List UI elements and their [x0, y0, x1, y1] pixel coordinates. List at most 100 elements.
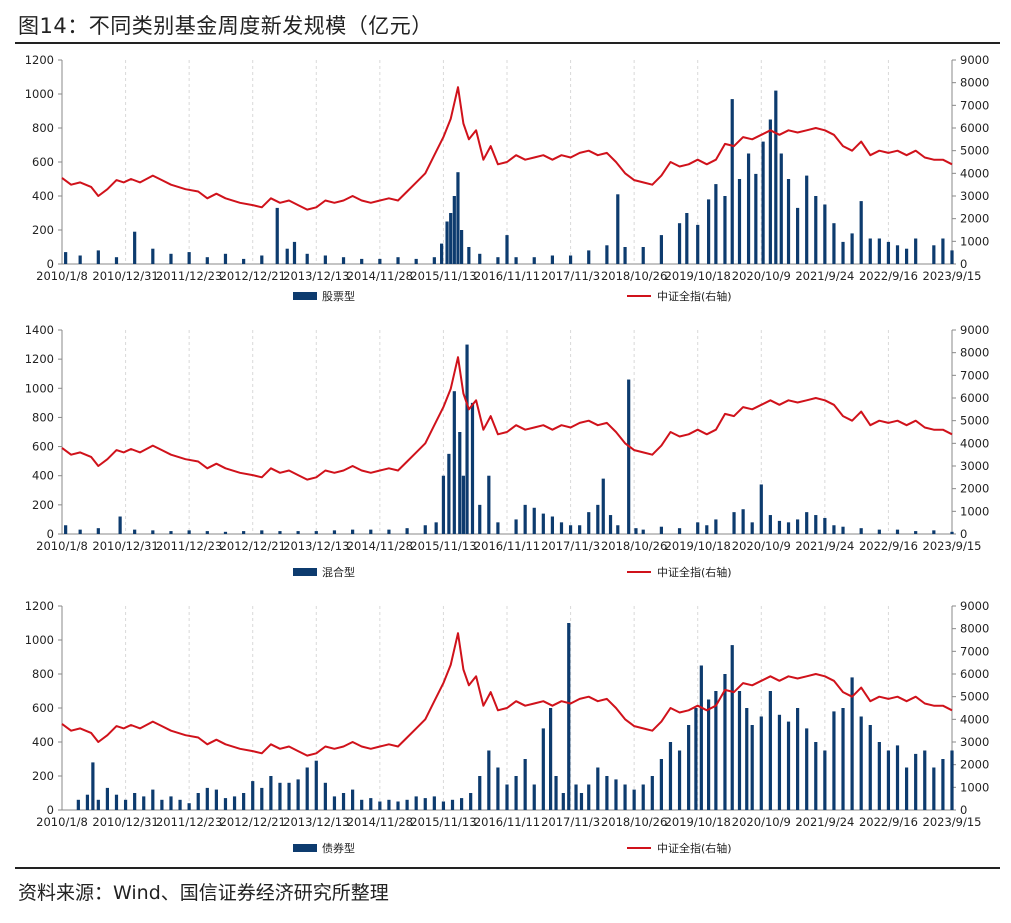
right-axis-tick-label: 9000 — [960, 53, 989, 67]
bar — [601, 478, 605, 534]
bar — [332, 796, 337, 810]
x-tick-label: 2012/12/21 — [220, 269, 286, 283]
bar — [841, 241, 845, 264]
bar — [467, 247, 471, 264]
left-axis-tick-label: 600 — [32, 155, 54, 169]
x-tick-label: 2018/10/26 — [601, 269, 667, 283]
right-axis-tick-label: 1000 — [960, 234, 989, 248]
bar — [677, 528, 682, 534]
bar — [714, 519, 718, 534]
bar — [114, 257, 119, 264]
bar — [196, 793, 200, 810]
bar — [523, 504, 527, 534]
right-axis-tick-label: 3000 — [960, 735, 989, 749]
x-tick-label: 2014/11/28 — [347, 269, 413, 283]
bar — [387, 529, 391, 534]
bar — [341, 793, 346, 810]
bar — [561, 793, 565, 810]
bar — [614, 779, 618, 810]
bar — [242, 531, 246, 534]
right-axis-tick-label: 4000 — [960, 436, 989, 450]
x-tick-label: 2016/11/11 — [474, 269, 540, 283]
bar — [559, 522, 564, 534]
right-axis-tick-label: 7000 — [960, 644, 989, 658]
bar — [634, 528, 638, 534]
bar — [449, 213, 453, 264]
bar — [478, 253, 482, 264]
bar — [205, 257, 209, 264]
bar — [737, 691, 742, 810]
right-axis-tick-label: 0 — [960, 527, 967, 541]
bar — [414, 258, 418, 264]
bar — [96, 250, 100, 264]
bar — [432, 796, 436, 810]
bar — [904, 248, 909, 264]
left-axis-tick-label: 0 — [47, 803, 54, 817]
x-tick-label: 2020/10/9 — [732, 815, 791, 829]
x-tick-label: 2011/12/23 — [156, 815, 222, 829]
source-note: 资料来源：Wind、国信证券经济研究所整理 — [18, 882, 389, 904]
bar — [730, 99, 734, 264]
bar — [923, 750, 927, 810]
bar — [550, 255, 555, 264]
bar — [761, 141, 765, 264]
bar — [532, 784, 536, 810]
bar — [142, 796, 146, 810]
bar — [605, 776, 609, 810]
bar — [514, 776, 518, 810]
x-tick-label: 2014/11/28 — [347, 815, 413, 829]
bar — [768, 119, 772, 264]
bar — [541, 728, 545, 810]
x-tick-label: 2015/11/13 — [410, 815, 476, 829]
bar — [796, 708, 800, 810]
right-axis-tick-label: 6000 — [960, 391, 989, 405]
bar — [514, 519, 518, 534]
bar — [859, 201, 863, 264]
bar — [737, 179, 742, 264]
bar — [458, 432, 462, 534]
bar — [687, 725, 691, 810]
bar — [323, 255, 327, 264]
x-tick-label: 2010/12/31 — [92, 539, 158, 553]
x-tick-label: 2010/12/31 — [92, 269, 158, 283]
legend-bar-label: 债券型 — [322, 841, 355, 855]
bar — [567, 623, 571, 810]
bar — [123, 799, 128, 810]
bar — [369, 798, 373, 810]
bar — [886, 241, 891, 264]
x-tick-label: 2012/12/21 — [220, 539, 286, 553]
bar — [659, 526, 663, 534]
bar — [714, 184, 718, 264]
bar — [732, 512, 736, 534]
bar — [269, 776, 273, 810]
bar — [608, 515, 613, 534]
bar — [696, 522, 700, 534]
bar — [723, 196, 727, 264]
bar — [641, 247, 645, 264]
bar — [877, 742, 881, 810]
bar — [707, 699, 711, 810]
bar — [574, 784, 578, 810]
bar — [514, 257, 518, 264]
bar — [859, 528, 863, 534]
bar — [369, 529, 373, 534]
bar — [779, 153, 783, 264]
bar — [805, 512, 809, 534]
bar — [434, 522, 438, 534]
bar — [296, 779, 300, 810]
legend-bar-label: 股票型 — [322, 289, 355, 303]
bar — [260, 530, 264, 534]
bar — [541, 513, 545, 534]
bar — [554, 776, 558, 810]
bar — [351, 529, 355, 534]
left-axis-tick-label: 1000 — [25, 87, 54, 101]
bar — [832, 711, 836, 810]
bar — [133, 231, 137, 264]
right-axis-tick-label: 2000 — [960, 212, 989, 226]
left-axis-tick-label: 0 — [47, 257, 54, 271]
left-axis-tick-label: 600 — [32, 440, 54, 454]
legend-line-label: 中证全指(右轴) — [657, 565, 732, 579]
bar — [868, 725, 872, 810]
x-tick-label: 2010/12/31 — [92, 815, 158, 829]
bar — [452, 196, 456, 264]
